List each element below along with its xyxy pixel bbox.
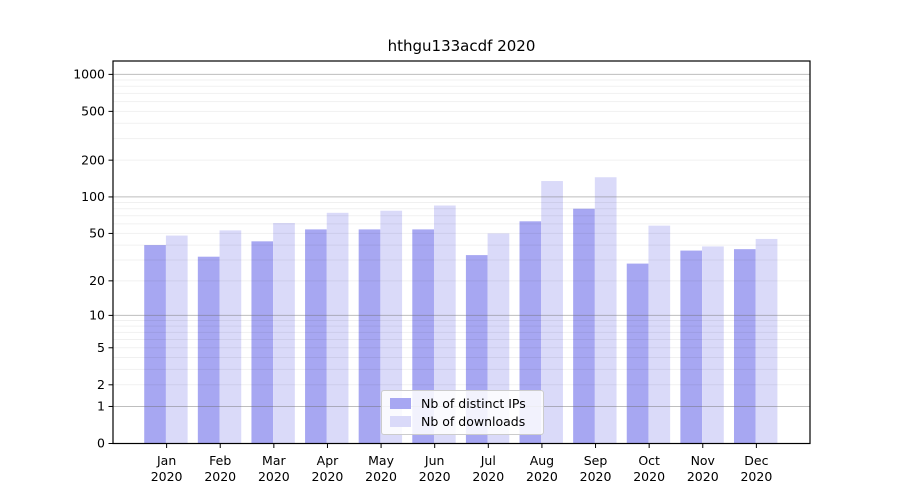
bar-distinct-ips-may [358,229,381,444]
x-tick-label-year: 2020 [687,469,719,484]
x-tick-label-year: 2020 [151,469,183,484]
y-tick-label: 100 [81,189,105,204]
bar-distinct-ips-mar [251,241,274,444]
bar-distinct-ips-oct [626,263,649,444]
y-tick-label: 1 [97,399,105,414]
bar-distinct-ips-dec [733,249,756,444]
x-tick-label-year: 2020 [472,469,504,484]
x-tick-label-month: May [368,453,394,468]
legend-item-distinct-ips: Nb of distinct IPs [390,396,535,411]
bar-downloads-jan [165,235,188,444]
y-tick-label: 10 [89,308,105,323]
y-tick-label: 20 [89,273,105,288]
x-tick-label-year: 2020 [312,469,344,484]
bar-downloads-sep [594,177,617,444]
x-tick-label-year: 2020 [580,469,612,484]
x-tick-label-month: Nov [691,453,716,468]
bar-downloads-may [380,210,403,444]
x-tick-label-month: Dec [744,453,768,468]
x-tick-label-year: 2020 [365,469,397,484]
x-tick-label-year: 2020 [419,469,451,484]
chart-title: hthgu133acdf 2020 [387,37,536,55]
x-tick-label-month: Apr [317,453,339,468]
legend-label-distinct-ips: Nb of distinct IPs [421,396,526,412]
legend-swatch-distinct-ips [390,398,411,410]
bar-downloads-apr [326,212,349,444]
bar-distinct-ips-jan [144,245,166,444]
x-tick-label-year: 2020 [258,469,290,484]
bar-distinct-ips-sep [573,208,595,444]
plot-border [112,60,811,445]
x-tick-label-year: 2020 [740,469,772,484]
bar-downloads-feb [219,230,242,444]
y-tick-label: 5 [97,340,105,355]
x-tick-label-month: Sep [584,453,608,468]
bar-downloads-oct [648,225,671,444]
x-tick-label-month: Jan [156,453,176,468]
bar-downloads-aug [541,181,563,444]
x-tick-label-month: Feb [209,453,231,468]
x-tick-label-month: Oct [638,453,660,468]
legend-label-downloads: Nb of downloads [421,413,526,429]
bar-downloads-jun [433,205,456,444]
bar-distinct-ips-feb [197,256,220,444]
x-tick-label-month: Jul [480,453,496,468]
bar-distinct-ips-aug [519,221,542,444]
y-tick-label: 0 [97,436,105,451]
x-tick-label-year: 2020 [526,469,558,484]
bar-distinct-ips-jun [412,229,434,444]
bar-downloads-nov [702,246,724,444]
y-tick-label: 50 [89,226,105,241]
x-tick-label-year: 2020 [633,469,665,484]
y-tick-label: 2 [97,377,105,392]
legend: Nb of distinct IPs Nb of downloads [381,390,544,435]
y-tick-label: 1000 [73,67,105,82]
x-tick-label-year: 2020 [204,469,236,484]
y-tick-label: 500 [81,104,105,119]
y-tick-label: 200 [81,152,105,167]
x-tick-label-month: Mar [262,453,286,468]
bar-downloads-mar [273,222,295,444]
legend-item-downloads: Nb of downloads [390,414,535,429]
bar-distinct-ips-apr [305,229,327,444]
legend-swatch-downloads [390,415,411,427]
x-tick-label-month: Jun [424,453,445,468]
bar-distinct-ips-nov [680,250,703,444]
bar-downloads-dec [755,238,778,444]
x-tick-label-month: Aug [530,453,554,468]
